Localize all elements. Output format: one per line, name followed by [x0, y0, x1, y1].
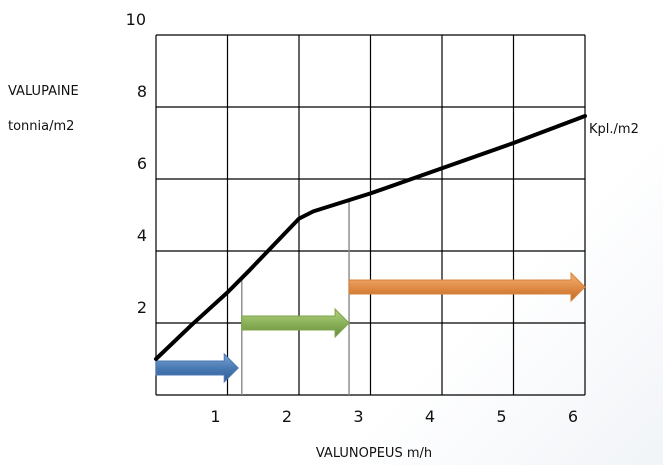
- y-tick-label: 4: [137, 226, 147, 245]
- grid: [155, 34, 586, 396]
- x-tick-label: 1: [210, 407, 220, 426]
- series-label: Kpl./m2: [589, 122, 639, 137]
- tick-labels: 1 2 3 4 5 6 2 4 6 8 10: [126, 10, 578, 426]
- x-tick-label: 2: [282, 407, 292, 426]
- series-line: [154, 114, 587, 361]
- y-tick-label: 2: [137, 298, 147, 317]
- range-arrow: [348, 271, 586, 303]
- x-tick-label: 3: [353, 407, 363, 426]
- curve-layer: [154, 114, 587, 361]
- x-tick-label: 6: [568, 407, 578, 426]
- range-boundaries: [241, 200, 350, 395]
- y-tick-label: 6: [137, 154, 147, 173]
- y-axis-label-line2: tonnia/m2: [8, 119, 74, 134]
- x-axis-label: VALUNOPEUS m/h: [316, 446, 432, 461]
- range-arrow: [155, 352, 239, 384]
- range-arrow: [241, 307, 350, 339]
- y-tick-label: 8: [137, 82, 147, 101]
- y-tick-label: 10: [126, 10, 146, 29]
- y-axis-label-line1: VALUPAINE: [8, 84, 79, 99]
- x-tick-label: 4: [425, 407, 435, 426]
- range-arrows: [155, 271, 586, 384]
- x-tick-label: 5: [496, 407, 506, 426]
